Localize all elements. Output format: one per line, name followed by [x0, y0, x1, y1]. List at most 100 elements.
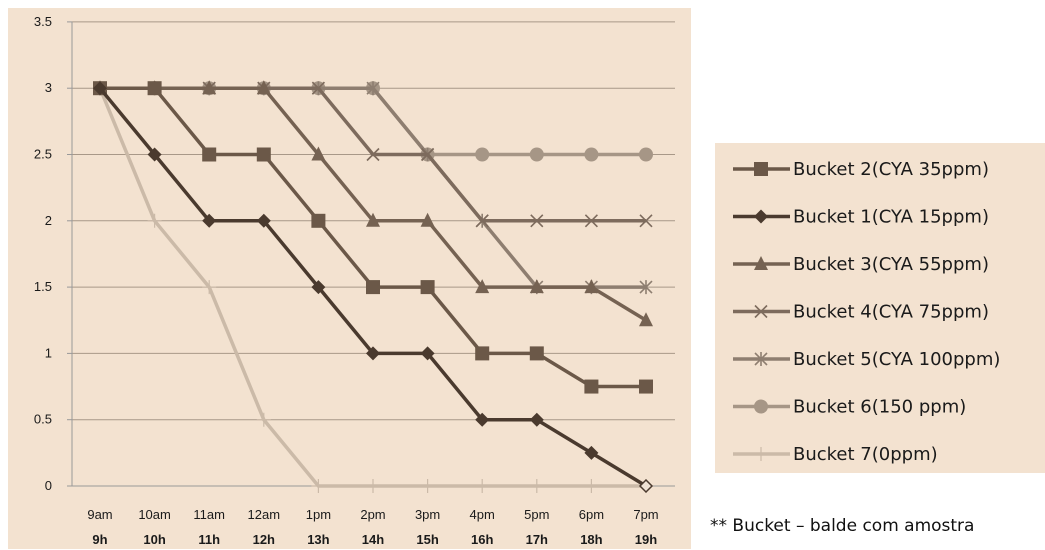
data-point: [256, 147, 271, 162]
legend-item: Bucket 1(CYA 15ppm): [733, 207, 989, 228]
data-point: [529, 346, 544, 361]
data-point: [420, 346, 435, 361]
data-point: [202, 147, 217, 162]
data-point: [256, 412, 271, 427]
x-tick-label: 4pm: [470, 507, 495, 522]
triangle-marker: [311, 146, 326, 161]
x-tick-label: 3pm: [415, 507, 440, 522]
data-point: [475, 479, 490, 493]
y-tick-label: 1: [45, 345, 52, 360]
data-point: [754, 447, 768, 461]
data-point: [311, 479, 326, 493]
x-tick-label-secondary: 9h: [92, 532, 107, 547]
data-point: [584, 279, 599, 294]
diamond-marker: [366, 346, 380, 361]
x-tick-label: 12am: [248, 507, 281, 522]
data-point: [638, 478, 654, 494]
data-point: [420, 280, 435, 295]
y-tick-label: 2.5: [34, 147, 52, 162]
data-point: [754, 352, 768, 366]
circle-marker: [584, 147, 599, 162]
data-point: [475, 214, 489, 228]
x-tick-label-secondary: 19h: [635, 532, 657, 547]
legend-item: Bucket 2(CYA 35ppm): [733, 159, 989, 180]
x-tick-label: 1pm: [306, 507, 331, 522]
legend-item: Bucket 4(CYA 75ppm): [733, 302, 989, 323]
plus-marker: [147, 213, 162, 228]
data-point: [311, 81, 325, 95]
legend-label: Bucket 6(150 ppm): [793, 397, 966, 418]
data-point: [639, 379, 653, 394]
legend-label: Bucket 5(CYA 100ppm): [793, 349, 1000, 370]
plus-marker: [420, 479, 435, 493]
legend-label: Bucket 1(CYA 15ppm): [793, 207, 989, 228]
square-marker: [256, 147, 271, 162]
x-tick-label: 2pm: [360, 507, 385, 522]
tick-labels: 0 0.5 1 1.5 2 2.5 3 3.5 9am 10am 11am 12am 1pm 2pm 3pm…: [34, 14, 659, 547]
data-point: [366, 346, 380, 361]
data-point: [754, 304, 768, 319]
square-marker: [366, 280, 380, 295]
data-point: [147, 147, 162, 162]
data-point: [639, 214, 653, 228]
diamond-marker: [420, 346, 435, 361]
data-point: [754, 256, 768, 270]
plus-marker: [202, 280, 217, 295]
x-tick-label: 9am: [87, 507, 112, 522]
data-point: [584, 479, 599, 493]
plot-background: [8, 8, 691, 549]
circle-marker: [529, 147, 544, 162]
data-point: [584, 147, 599, 162]
diamond-marker: [93, 81, 107, 96]
triangle-marker: [202, 80, 217, 95]
asterisk-marker: [639, 280, 653, 295]
x-marker: [639, 214, 653, 228]
x-marker: [754, 304, 768, 319]
plus-marker: [366, 479, 380, 493]
data-point: [584, 379, 599, 394]
data-point: [147, 213, 162, 228]
x-tick-label: 10am: [138, 507, 171, 522]
y-tick-label: 2: [45, 213, 52, 228]
plus-marker: [754, 447, 768, 461]
data-point: [366, 212, 380, 227]
data-point: [754, 162, 768, 176]
data-point: [639, 312, 653, 327]
data-point: [420, 479, 435, 493]
data-point: [202, 80, 217, 95]
x-tick-label-secondary: 18h: [580, 532, 602, 547]
data-point: [475, 346, 490, 361]
x-tick-label: 11am: [193, 507, 225, 522]
legend-label: Bucket 7(0ppm): [793, 444, 938, 465]
data-point: [529, 147, 544, 162]
legend-item: Bucket 3(CYA 55ppm): [733, 254, 989, 275]
circle-marker: [639, 147, 653, 162]
x-marker: [584, 214, 598, 228]
triangle-marker: [420, 212, 435, 227]
plus-marker: [256, 412, 271, 427]
diamond-marker: [529, 412, 544, 427]
x-marker: [530, 214, 544, 228]
x-tick-label: 6pm: [579, 507, 604, 522]
data-point: [584, 214, 598, 228]
asterisk-marker: [366, 81, 380, 96]
legend: Bucket 2(CYA 35ppm) Bucket 1(CYA 15ppm) Bu…: [715, 143, 1045, 473]
data-point: [366, 280, 380, 295]
triangle-marker: [366, 212, 380, 227]
data-point: [754, 399, 768, 414]
data-point: [530, 214, 544, 228]
data-point: [311, 280, 326, 295]
data-point: [584, 445, 599, 460]
square-marker: [529, 346, 544, 361]
plus-marker: [475, 479, 490, 493]
square-marker: [754, 162, 768, 176]
data-point: [311, 146, 326, 161]
y-tick-label: 0.5: [34, 412, 52, 427]
legend-label: Bucket 3(CYA 55ppm): [793, 254, 989, 275]
x-tick-label-secondary: 12h: [253, 532, 275, 547]
x-tick-label-secondary: 17h: [526, 532, 548, 547]
diamond-marker: [202, 213, 217, 228]
diamond-marker: [638, 478, 654, 494]
triangle-marker: [256, 80, 271, 95]
